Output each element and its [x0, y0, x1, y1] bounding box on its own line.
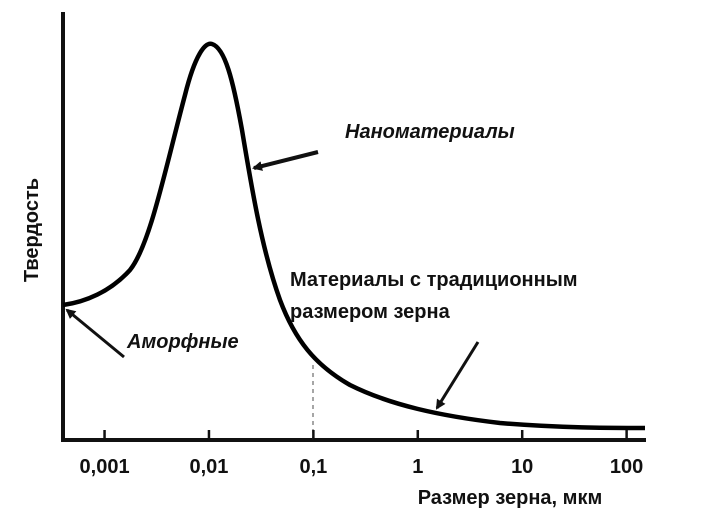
x-tick-label: 10 — [511, 456, 533, 478]
x-tick-label: 0,1 — [299, 456, 327, 478]
x-tick-label: 1 — [412, 456, 423, 478]
annotation: Аморфные — [126, 331, 239, 353]
annotation: Наноматериалы — [345, 121, 515, 143]
x-tick-label: 0,01 — [189, 456, 228, 478]
x-axis-label: Размер зерна, мкм — [418, 487, 603, 509]
curve — [62, 41, 646, 431]
annotation: размером зерна — [290, 301, 451, 323]
x-tick-label: 0,001 — [80, 456, 130, 478]
arrow — [65, 308, 125, 359]
arrow — [435, 341, 480, 410]
x-tick-label: 100 — [610, 456, 643, 478]
annotation: Материалы с традиционным — [290, 269, 578, 291]
arrow — [252, 150, 319, 171]
y-axis-label: Твердость — [21, 178, 43, 282]
